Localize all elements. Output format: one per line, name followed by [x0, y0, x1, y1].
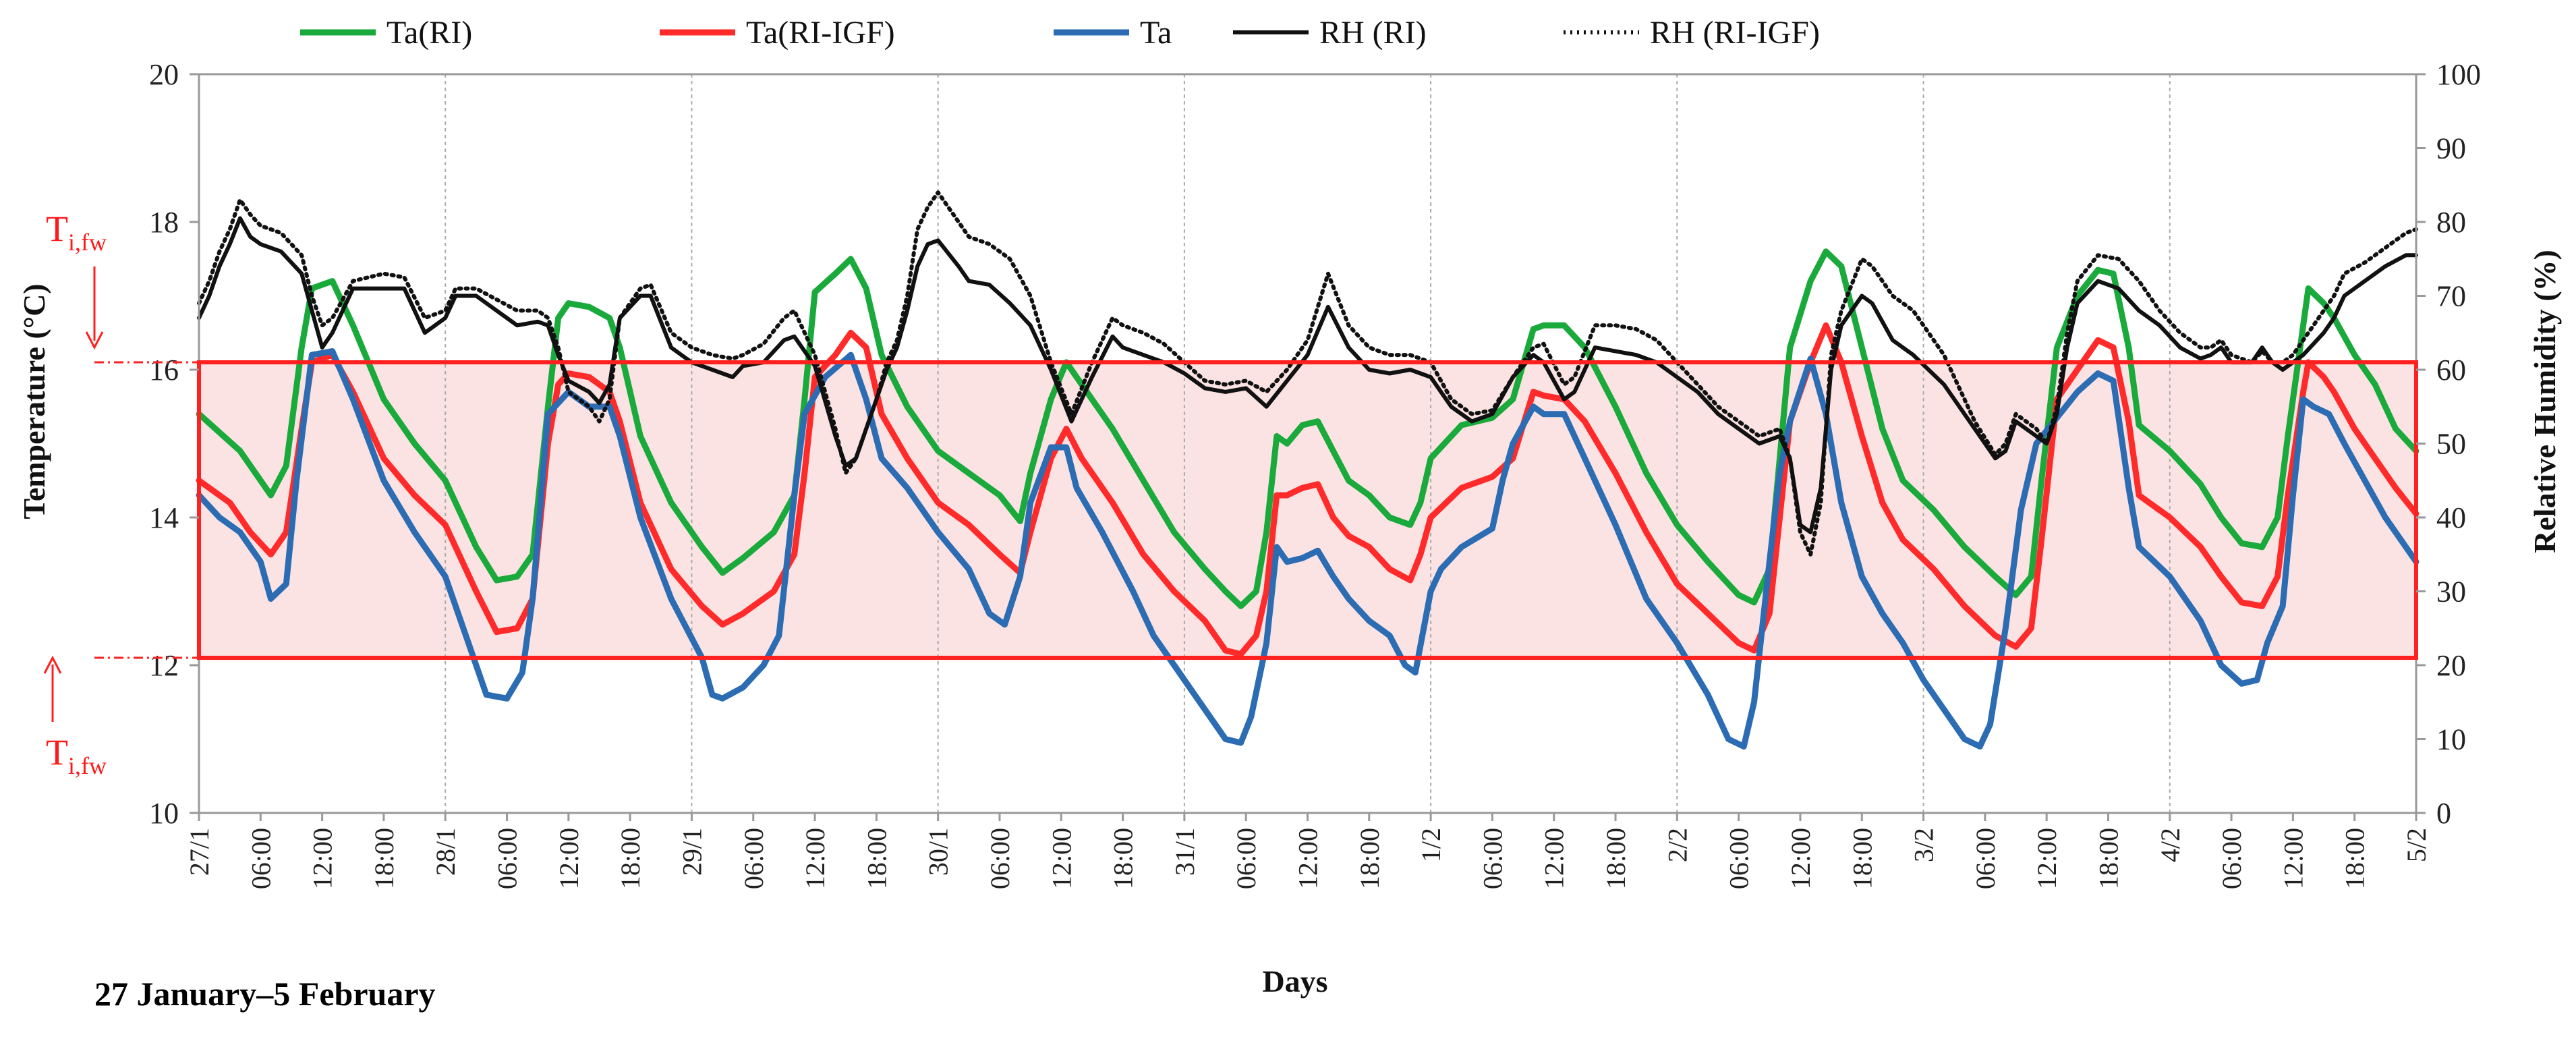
x-tick-label: 30/1 — [923, 828, 954, 876]
x-tick-label: 06:00 — [1724, 828, 1754, 889]
legend-label-3: RH (RI) — [1319, 15, 1427, 51]
y-left-tick-label: 14 — [149, 501, 179, 534]
y-right-tick-label: 50 — [2436, 428, 2466, 461]
x-tick-label: 18:00 — [2093, 828, 2123, 889]
x-tick-label: 12:00 — [1293, 828, 1323, 889]
series-line-3 — [197, 216, 2418, 534]
x-tick-label: 18:00 — [369, 828, 399, 889]
x-tick-label: 06:00 — [492, 828, 523, 889]
y-left-tick-label: 10 — [149, 797, 179, 830]
x-tick-label: 06:00 — [1231, 828, 1261, 889]
y-right-tick-label: 0 — [2436, 797, 2451, 830]
legend-label-0: Ta(RI) — [387, 15, 472, 51]
y-right-tick-label: 40 — [2436, 501, 2466, 534]
x-tick-label: 18:00 — [615, 828, 646, 889]
x-tick-label: 06:00 — [739, 828, 769, 889]
y-left-tick-label: 20 — [149, 58, 179, 91]
series-lines — [196, 190, 2420, 750]
x-tick-label: 06:00 — [246, 828, 276, 889]
legend-label-2: Ta — [1140, 15, 1172, 51]
y-right-tick-label: 70 — [2436, 280, 2466, 313]
x-tick-label: 18:00 — [1847, 828, 1877, 889]
y-axis-right-title: Relative Humidity (%) — [2527, 250, 2562, 553]
x-tick-label: 4/2 — [2155, 828, 2185, 862]
x-tick-label: 06:00 — [2216, 828, 2247, 889]
series-line-4 — [197, 190, 2418, 557]
x-tick-label: 18:00 — [2340, 828, 2370, 889]
series-line-0 — [196, 248, 2420, 609]
x-tick-label: 12:00 — [800, 828, 830, 889]
y-axis-left-title: Temperature (°C) — [17, 283, 51, 519]
x-tick-label: 18:00 — [1354, 828, 1385, 889]
axes: 10 12 14 16 18 20 0 10 20 30 40 50 60 70 80 90 100 27/1 06… — [149, 58, 2481, 889]
x-tick-label: 3/2 — [1909, 828, 1939, 862]
figure-caption: 27 January–5 February — [94, 975, 436, 1013]
x-tick-label: 12:00 — [1785, 828, 1816, 889]
y-left-tick-label: 16 — [149, 354, 179, 387]
x-tick-label: 12:00 — [554, 828, 584, 889]
y-right-tick-label: 60 — [2436, 354, 2466, 387]
x-tick-label: 27/1 — [184, 828, 214, 876]
x-tick-label: 1/2 — [1416, 828, 1446, 862]
y-right-tick-label: 30 — [2436, 575, 2466, 609]
legend-label-4: RH (RI-IGF) — [1650, 15, 1820, 51]
vertical-gridlines — [445, 74, 2171, 813]
upper-threshold-arrowhead — [85, 331, 104, 350]
y-right-tick-label: 10 — [2436, 723, 2466, 756]
y-right-tick-label: 20 — [2436, 649, 2466, 682]
x-axis-title: Days — [1262, 964, 1327, 998]
x-tick-label: 18:00 — [861, 828, 892, 889]
y-right-tick-label: 80 — [2436, 206, 2466, 239]
x-tick-label: 31/1 — [1170, 828, 1200, 876]
series-line-2 — [196, 348, 2420, 750]
y-left-tick-label: 18 — [149, 206, 179, 239]
x-tick-label: 12:00 — [2278, 828, 2308, 889]
x-tick-label: 12:00 — [2032, 828, 2062, 889]
y-right-tick-label: 100 — [2436, 58, 2481, 91]
legend: Ta(RI) Ta(RI-IGF) Ta RH (RI) RH (RI-IGF) — [300, 15, 1820, 51]
legend-label-1: Ta(RI-IGF) — [746, 15, 895, 51]
upper-threshold-label: Ti,fw — [46, 208, 107, 256]
lower-threshold-arrowhead — [43, 655, 62, 674]
x-tick-label: 5/2 — [2401, 828, 2432, 862]
x-tick-label: 12:00 — [1046, 828, 1077, 889]
x-tick-label: 18:00 — [1108, 828, 1139, 889]
x-tick-label: 06:00 — [985, 828, 1015, 889]
x-tick-label: 28/1 — [430, 828, 461, 876]
series-line-1 — [196, 322, 2420, 658]
y-right-tick-label: 90 — [2436, 132, 2466, 165]
comfort-band-border — [197, 360, 2418, 660]
x-tick-label: 2/2 — [1662, 828, 1692, 862]
x-tick-label: 06:00 — [1970, 828, 2001, 889]
x-tick-label: 12:00 — [308, 828, 338, 889]
x-tick-label: 06:00 — [1477, 828, 1508, 889]
x-tick-label: 12:00 — [1539, 828, 1570, 889]
x-tick-label: 29/1 — [677, 828, 707, 876]
y-left-tick-label: 12 — [149, 649, 179, 682]
annotations: Ti,fw Ti,fw — [43, 208, 199, 779]
x-tick-label: 18:00 — [1601, 828, 1631, 889]
lower-threshold-label: Ti,fw — [46, 732, 107, 779]
